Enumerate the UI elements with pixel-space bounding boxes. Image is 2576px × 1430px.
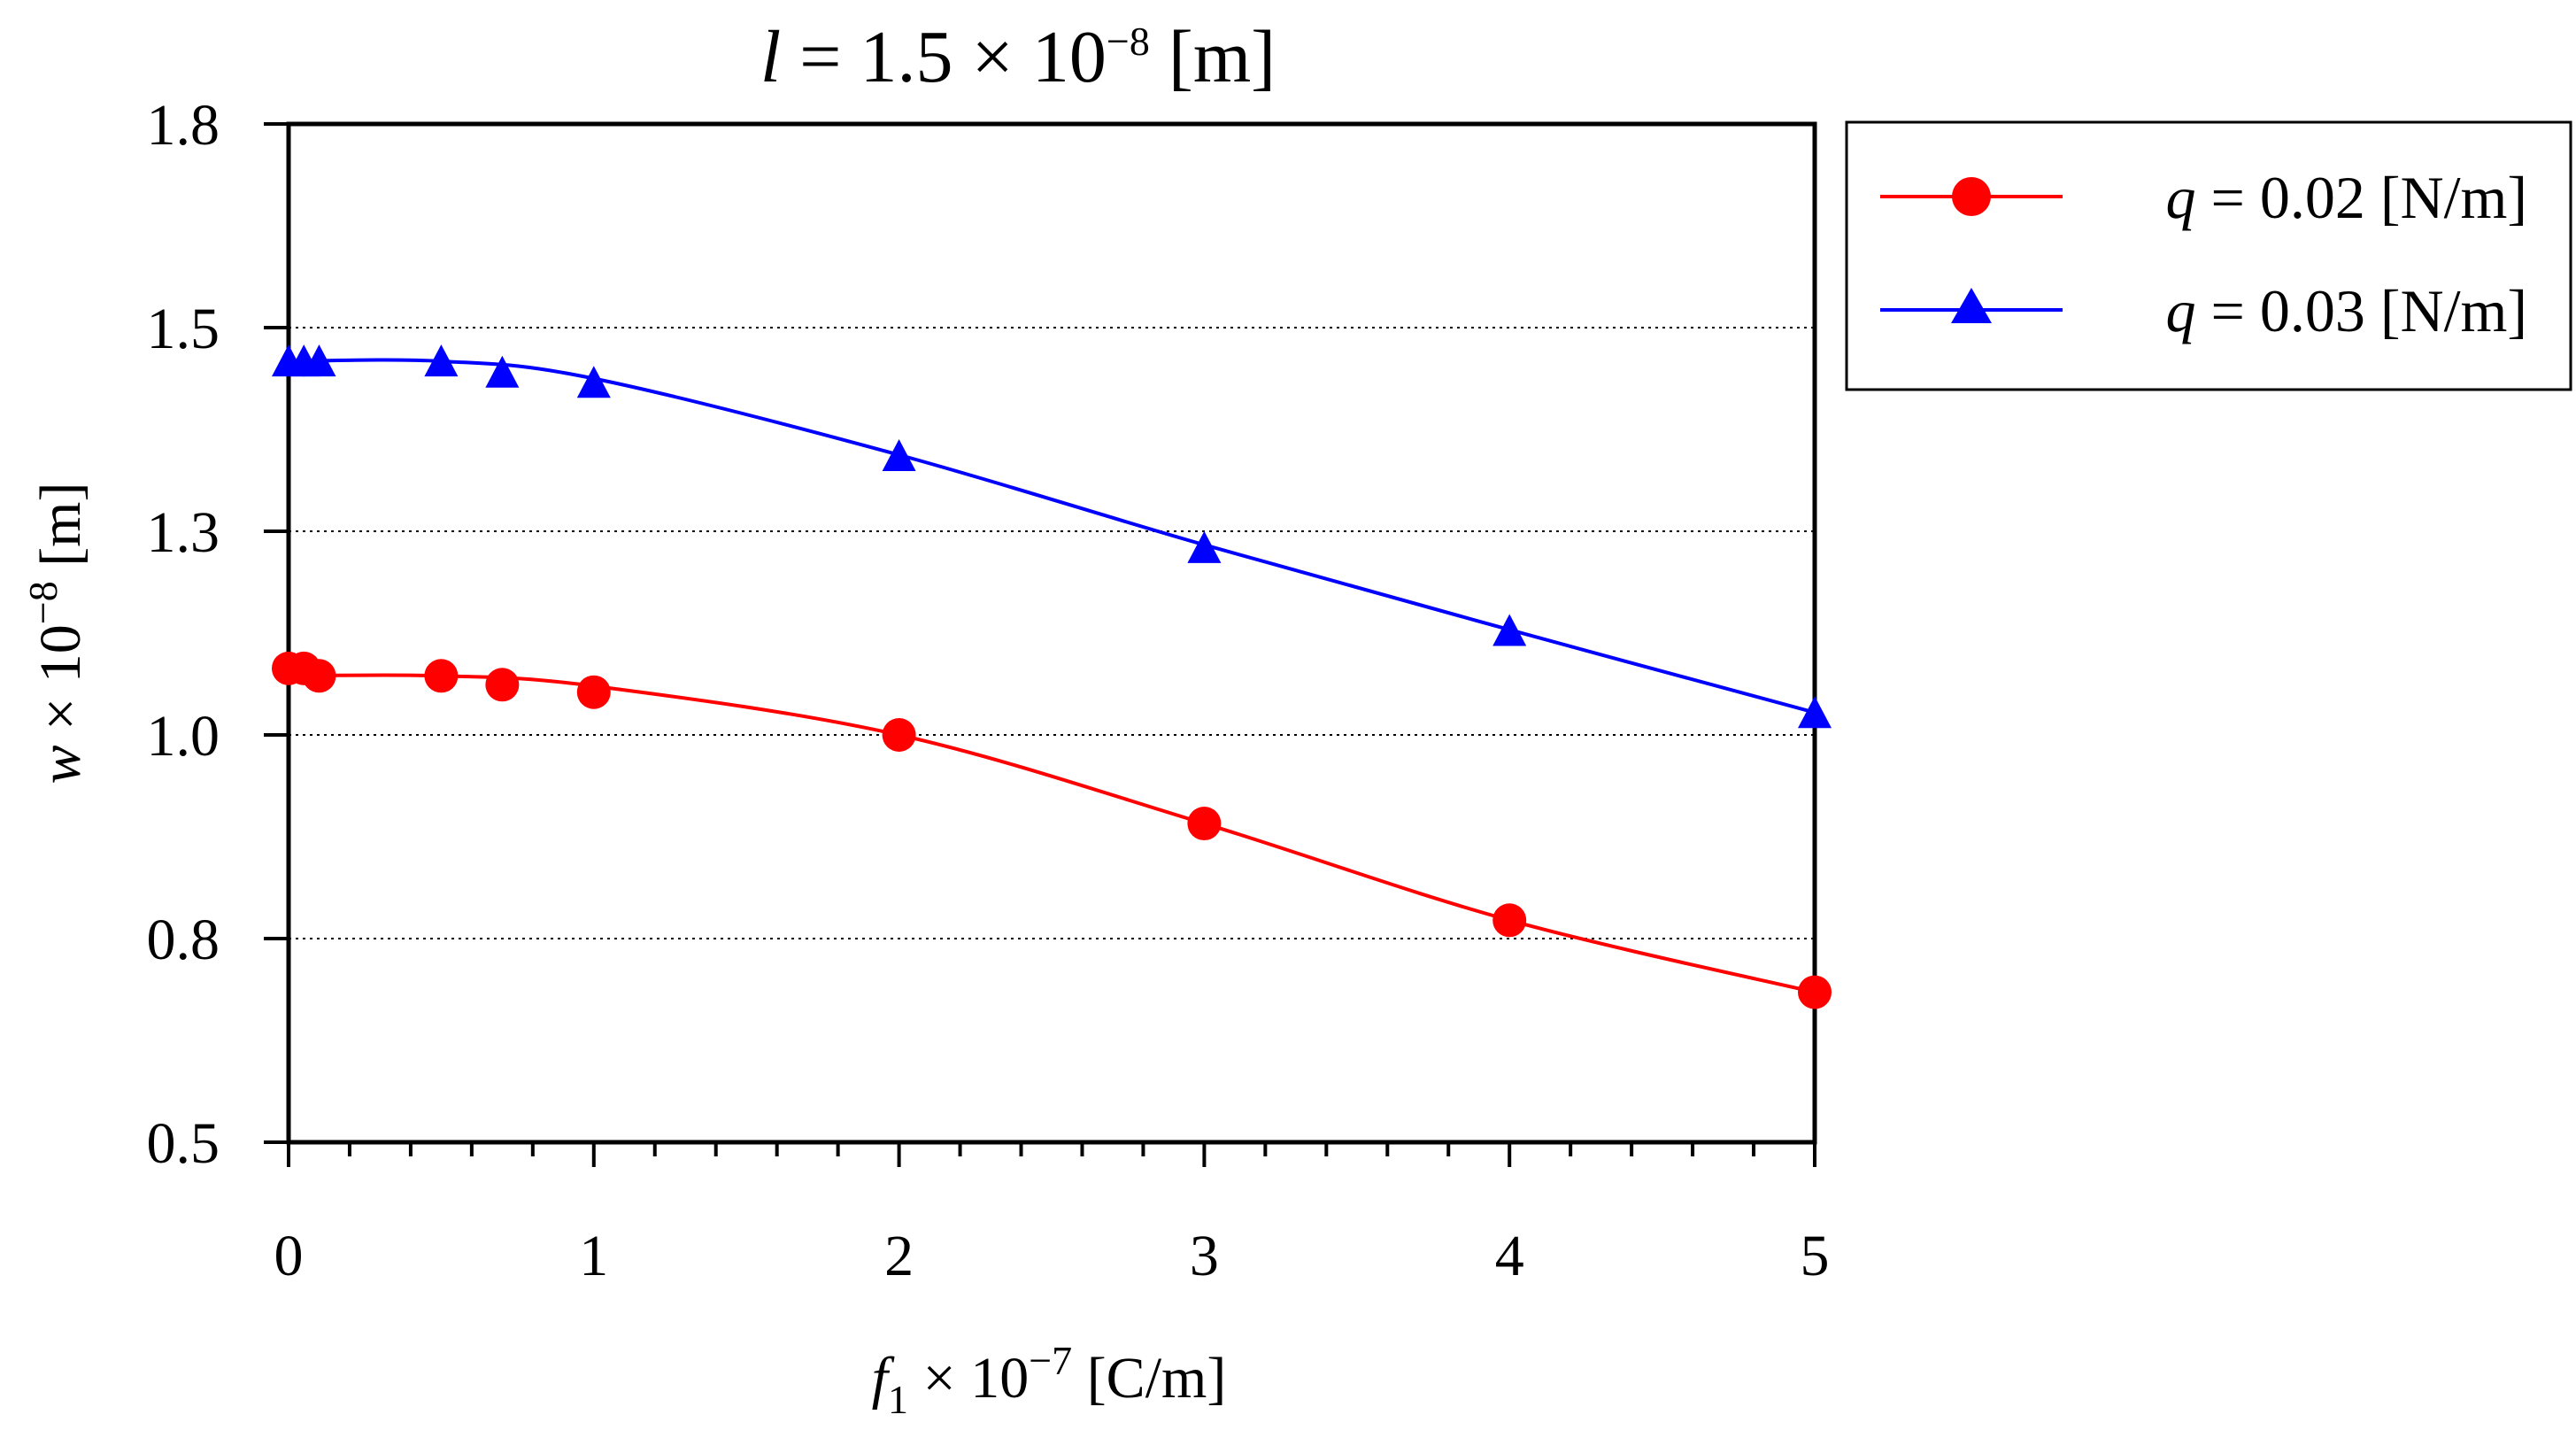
y-tick-label-2: 1.0 <box>147 704 220 769</box>
legend-box <box>1845 120 2572 391</box>
legend-entry-q002: q = 0.02 [N/m] <box>1880 164 2527 231</box>
xlabel-unit: [C/m] <box>1072 1346 1226 1411</box>
y-tick-label-0: 0.5 <box>147 1111 220 1176</box>
legend-entry-q003: q = 0.03 [N/m] <box>1880 277 2527 344</box>
ylabel-mid: × 10 <box>28 624 93 745</box>
series-1-point-6 <box>882 439 916 472</box>
series-0-point-6 <box>882 718 916 752</box>
series-0-point-4 <box>485 668 520 702</box>
legend: q = 0.02 [N/m] q = 0.03 [N/m] <box>1845 120 2572 391</box>
y-tick-label-3: 1.3 <box>147 500 220 565</box>
legend-var-q003: q <box>2165 277 2195 344</box>
legend-marker-q002 <box>1952 177 1991 216</box>
legend-label-q003: q = 0.03 [N/m] <box>2165 277 2527 344</box>
series-0-point-7 <box>1187 807 1222 841</box>
x-tick-label-1: 1 <box>579 1224 608 1288</box>
title-unit: [m] <box>1150 16 1276 98</box>
series-layer <box>272 344 1832 1009</box>
series-1-point-2 <box>302 344 336 377</box>
legend-text-q003: = 0.03 [N/m] <box>2195 277 2527 344</box>
series-1-point-8 <box>1492 614 1527 646</box>
plot-frame <box>286 121 1817 1145</box>
legend-var-q002: q <box>2165 164 2195 231</box>
x-tick-label-3: 3 <box>1190 1224 1219 1288</box>
legend-text-q002: = 0.02 [N/m] <box>2195 164 2527 231</box>
xlabel-mid: × 10 <box>908 1346 1029 1411</box>
title-var: l <box>760 16 781 98</box>
series-line-0 <box>288 673 1816 994</box>
x-axis-label: f1 × 10−7 [C/m] <box>872 1338 1227 1422</box>
y-axis-label: w × 10−8 [m] <box>20 482 93 784</box>
series-1-point-3 <box>424 344 459 377</box>
series-0-point-8 <box>1492 903 1527 938</box>
x-tick-label-0: 0 <box>274 1224 304 1288</box>
xlabel-sub: 1 <box>888 1377 908 1422</box>
series-1 <box>272 344 1832 729</box>
series-1-point-9 <box>1798 696 1832 729</box>
chart-title: l = 1.5 × 10−8 [m] <box>760 16 1276 98</box>
x-tick-label-2: 2 <box>884 1224 914 1288</box>
series-0 <box>272 651 1832 1009</box>
title-text: = 1.5 × 10 <box>781 16 1107 98</box>
y-tick-label-5: 1.8 <box>147 93 220 158</box>
y-tick-label-1: 0.8 <box>147 908 220 972</box>
axis-ticks: 0 1 2 3 4 5 0.5 0.8 1.0 1.3 1.5 1.8 <box>147 93 1830 1288</box>
ylabel-unit: [m] <box>28 482 93 581</box>
series-1-point-7 <box>1187 530 1222 563</box>
ylabel-exp: −8 <box>20 581 66 624</box>
series-0-point-5 <box>576 675 611 709</box>
legend-label-q002: q = 0.02 [N/m] <box>2165 164 2527 231</box>
xlabel-exp: −7 <box>1029 1338 1072 1383</box>
y-tick-label-4: 1.5 <box>147 297 220 361</box>
legend-marker-q003 <box>1951 288 1992 323</box>
series-0-point-2 <box>302 659 336 693</box>
title-exp: −8 <box>1107 19 1150 64</box>
series-1-point-5 <box>576 366 611 398</box>
x-tick-label-4: 4 <box>1495 1224 1524 1288</box>
grid <box>289 327 1815 939</box>
series-0-point-9 <box>1798 975 1832 1009</box>
x-tick-label-5: 5 <box>1801 1224 1830 1288</box>
series-1-point-4 <box>485 355 520 388</box>
ylabel-var: w <box>28 745 93 784</box>
series-line-1 <box>288 358 1816 715</box>
series-0-point-3 <box>424 659 459 693</box>
